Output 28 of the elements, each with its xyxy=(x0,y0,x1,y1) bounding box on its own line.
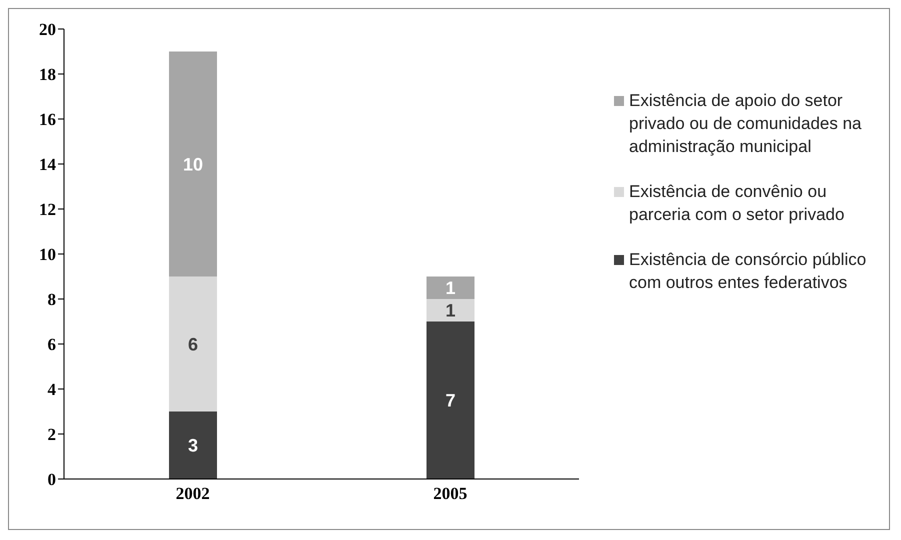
data-label: 3 xyxy=(188,436,198,456)
x-tick-label: 2005 xyxy=(433,484,468,504)
y-tick-label: 2 xyxy=(48,425,56,444)
y-tick-label: 0 xyxy=(48,470,56,490)
data-label: 6 xyxy=(188,334,198,354)
data-label: 10 xyxy=(182,154,204,174)
x-tick-label: 2002 xyxy=(176,484,210,504)
y-tick-label: 16 xyxy=(39,110,56,130)
y-tick-label: 6 xyxy=(48,335,56,354)
y-tick-label: 14 xyxy=(39,155,56,174)
bar xyxy=(426,299,474,322)
legend-label: Existência de consórcio público com outros entes federativos xyxy=(629,249,868,294)
data-label: 1 xyxy=(445,278,456,298)
legend-label: Existência de apoio do setor privado ou de comunidades na administração municipal xyxy=(629,90,862,158)
y-tick-label: 10 xyxy=(39,245,56,264)
data-label: 1 xyxy=(445,300,456,321)
legend-label: Existência de convênio ou parceria com o setor privado xyxy=(629,181,846,226)
y-tick-label: 18 xyxy=(39,65,56,84)
y-tick-label: 20 xyxy=(39,20,56,40)
bar xyxy=(169,276,217,412)
bar xyxy=(426,276,474,299)
bar xyxy=(169,52,217,276)
y-tick-label: 4 xyxy=(48,380,56,400)
bar xyxy=(426,322,474,479)
y-tick-label: 12 xyxy=(39,200,56,220)
y-tick-label: 8 xyxy=(48,290,56,310)
data-label: 7 xyxy=(445,390,456,411)
bar xyxy=(169,412,217,479)
